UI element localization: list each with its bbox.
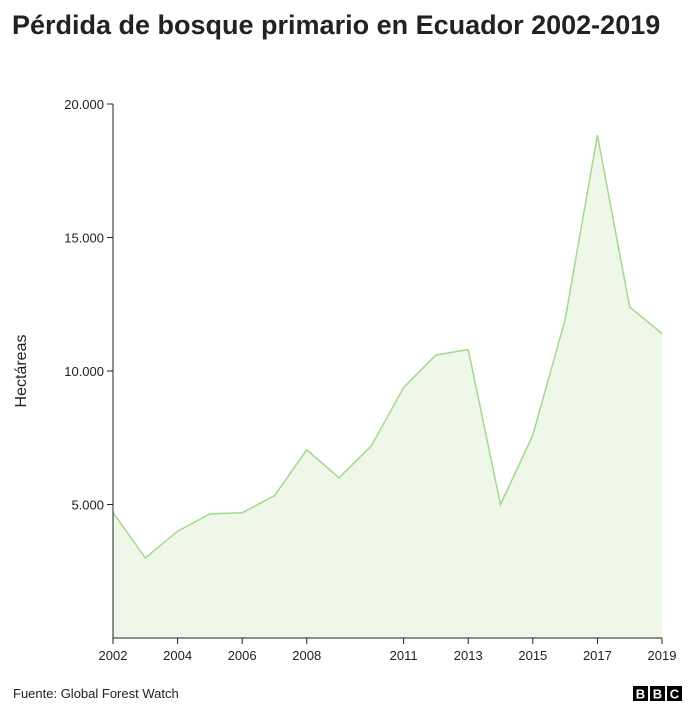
logo-box xyxy=(667,686,682,701)
x-tick-label: 2015 xyxy=(518,648,547,663)
x-tick-label: 2006 xyxy=(228,648,257,663)
area xyxy=(113,135,662,638)
logo-letter: C xyxy=(670,687,680,702)
y-tick-label: 20.000 xyxy=(64,97,104,112)
line xyxy=(112,135,663,559)
chart-title: Pérdida de bosque primario en Ecuador 20… xyxy=(12,10,660,40)
y-tick-label: 5.000 xyxy=(71,498,104,513)
x-tick-label: 2004 xyxy=(163,648,192,663)
y-tick-label: 10.000 xyxy=(64,364,104,379)
x-tick-label: 2019 xyxy=(648,648,677,663)
x-tick-label: 2017 xyxy=(583,648,612,663)
x-tick-label: 2013 xyxy=(454,648,483,663)
y-tick-label: 15.000 xyxy=(64,231,104,246)
x-tick-label: 2002 xyxy=(99,648,128,663)
x-tick-label: 2008 xyxy=(292,648,321,663)
logo-letter: B xyxy=(653,687,662,702)
logo-box xyxy=(633,686,648,701)
y-axis-label: Hectáreas xyxy=(13,335,30,408)
x-tick-label: 2011 xyxy=(390,648,418,663)
logo-letter: B xyxy=(636,687,645,702)
plot: 5.000 10.000 15.000 20.000 2002 2004 2006 2008 2… xyxy=(64,97,682,702)
source: Fuente: Global Forest Watch xyxy=(13,686,179,701)
logo-box xyxy=(650,686,665,701)
